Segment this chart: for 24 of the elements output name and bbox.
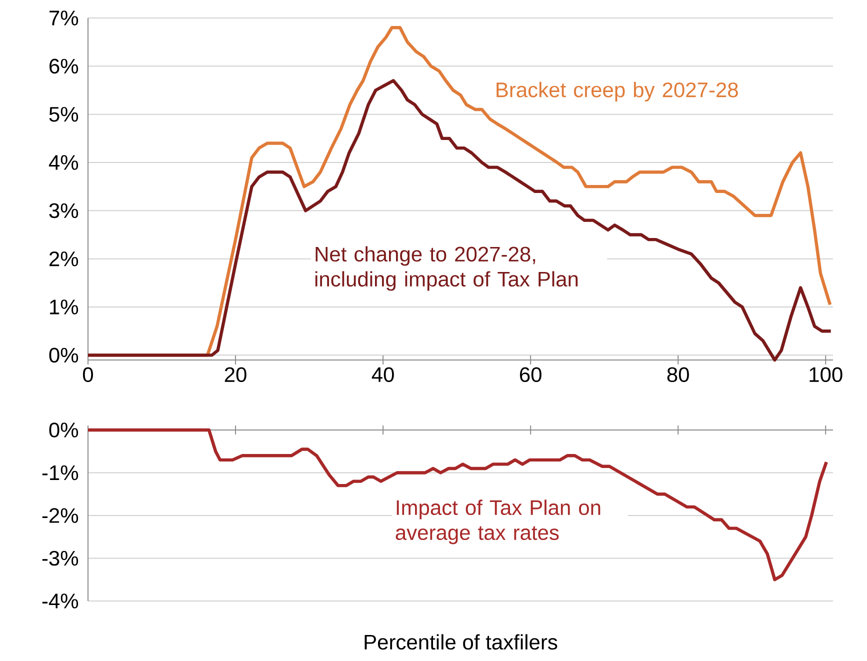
y-tick-label: 3% — [49, 203, 78, 218]
y-tick-label: 7% — [50, 10, 78, 26]
x-tick-label: 0 — [82, 367, 94, 382]
y-tick-label: 4% — [48, 155, 78, 170]
y-tick-label: -3% — [42, 550, 78, 566]
x-tick-label: 60 — [520, 367, 542, 382]
y-tick-label: 5% — [49, 106, 78, 122]
y-tick-label: -4% — [42, 594, 78, 608]
x-tick-label: 80 — [667, 367, 689, 382]
y-tick-label: -2% — [42, 508, 78, 523]
y-tick-label: 2% — [50, 251, 78, 266]
x-tick-label: 100 — [810, 367, 842, 382]
y-tick-label: 0% — [49, 422, 78, 438]
series-label: Bracket creep by 2027-28 — [496, 82, 738, 102]
series-label: Net change to 2027-28, including impact of Tax Plan — [315, 246, 578, 291]
x-tick-label: 40 — [372, 367, 394, 382]
x-tick-label: 20 — [224, 367, 246, 382]
y-tick-label: 1% — [50, 300, 78, 314]
y-tick-label: 0% — [49, 348, 78, 363]
y-tick-label: -1% — [42, 465, 78, 480]
x-axis-title: Percentile of taxfilers — [364, 634, 558, 650]
series-label: Impact of Tax Plan on average tax rates — [396, 500, 600, 544]
y-tick-label: 6% — [50, 58, 78, 74]
line-series — [86, 428, 828, 582]
